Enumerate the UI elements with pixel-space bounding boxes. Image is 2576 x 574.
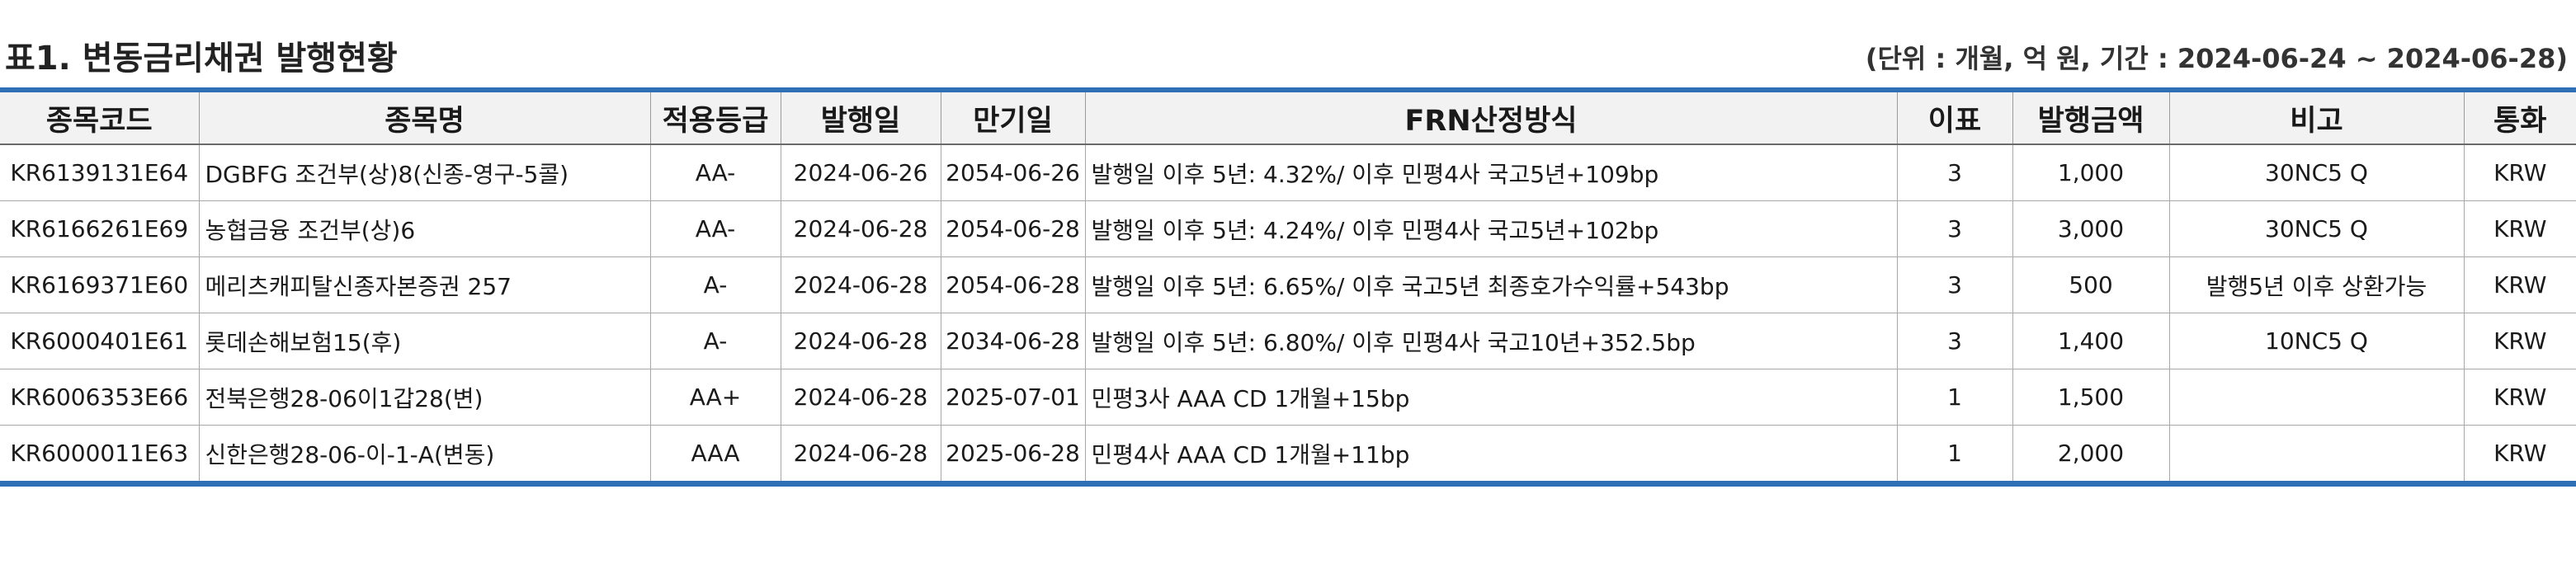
cell-currency: KRW — [2463, 425, 2576, 484]
table-row: KR6000401E61 롯데손해보험15(후) A- 2024-06-28 2… — [0, 313, 2576, 369]
cell-amount: 500 — [2012, 256, 2170, 313]
cell-frn-method: 민평4사 AAA CD 1개월+11bp — [1084, 425, 1898, 484]
column-header-frn-method: FRN산정방식 — [1084, 90, 1898, 145]
frn-issuance-table: 종목코드 종목명 적용등급 발행일 만기일 FRN산정방식 이표 발행금액 비고… — [0, 87, 2576, 487]
cell-name: 농협금융 조건부(상)6 — [198, 200, 651, 257]
cell-issue-date: 2024-06-28 — [780, 313, 941, 369]
cell-amount: 2,000 — [2012, 425, 2170, 484]
table-title: 표1. 변동금리채권 발행현황 — [5, 40, 398, 78]
cell-remarks — [2168, 369, 2465, 426]
cell-amount: 3,000 — [2012, 200, 2170, 257]
cell-name: 메리츠캐피탈신종자본증권 257 — [198, 256, 651, 313]
column-header-amount: 발행금액 — [2012, 90, 2170, 145]
cell-coupon: 1 — [1896, 369, 2013, 426]
cell-name: 전북은행28-06이1갑28(변) — [198, 369, 651, 426]
cell-issue-date: 2024-06-26 — [780, 144, 941, 201]
cell-rating: AAA — [649, 425, 781, 484]
cell-code: KR6000401E61 — [0, 313, 200, 369]
cell-code: KR6166261E69 — [0, 200, 200, 257]
header-row: 종목코드 종목명 적용등급 발행일 만기일 FRN산정방식 이표 발행금액 비고… — [0, 90, 2576, 145]
table-row: KR6139131E64 DGBFG 조건부(상)8(신종-영구-5콜) AA-… — [0, 144, 2576, 201]
cell-coupon: 3 — [1896, 144, 2013, 201]
column-header-code: 종목코드 — [0, 90, 200, 145]
cell-maturity-date: 2054-06-26 — [940, 144, 1086, 201]
cell-remarks: 10NC5 Q — [2168, 313, 2465, 369]
cell-amount: 1,000 — [2012, 144, 2170, 201]
cell-maturity-date: 2054-06-28 — [940, 256, 1086, 313]
cell-currency: KRW — [2463, 256, 2576, 313]
cell-rating: AA- — [649, 200, 781, 257]
cell-coupon: 1 — [1896, 425, 2013, 484]
table-row: KR6006353E66 전북은행28-06이1갑28(변) AA+ 2024-… — [0, 369, 2576, 426]
cell-frn-method: 발행일 이후 5년: 4.32%/ 이후 민평4사 국고5년+109bp — [1084, 144, 1898, 201]
table-row: KR6000011E63 신한은행28-06-이-1-A(변동) AAA 202… — [0, 425, 2576, 484]
cell-name: 신한은행28-06-이-1-A(변동) — [198, 425, 651, 484]
cell-code: KR6139131E64 — [0, 144, 200, 201]
cell-issue-date: 2024-06-28 — [780, 200, 941, 257]
cell-maturity-date: 2025-06-28 — [940, 425, 1086, 484]
table-row: KR6169371E60 메리츠캐피탈신종자본증권 257 A- 2024-06… — [0, 256, 2576, 313]
cell-issue-date: 2024-06-28 — [780, 369, 941, 426]
table-row: KR6166261E69 농협금융 조건부(상)6 AA- 2024-06-28… — [0, 200, 2576, 257]
cell-amount: 1,500 — [2012, 369, 2170, 426]
cell-coupon: 3 — [1896, 256, 2013, 313]
cell-amount: 1,400 — [2012, 313, 2170, 369]
cell-coupon: 3 — [1896, 200, 2013, 257]
cell-currency: KRW — [2463, 369, 2576, 426]
column-header-coupon: 이표 — [1896, 90, 2013, 145]
cell-code: KR6006353E66 — [0, 369, 200, 426]
cell-rating: AA+ — [649, 369, 781, 426]
cell-name: DGBFG 조건부(상)8(신종-영구-5콜) — [198, 144, 651, 201]
column-header-rating: 적용등급 — [649, 90, 781, 145]
column-header-remarks: 비고 — [2168, 90, 2465, 145]
cell-currency: KRW — [2463, 200, 2576, 257]
cell-issue-date: 2024-06-28 — [780, 256, 941, 313]
unit-note: (단위 : 개월, 억 원, 기간 : 2024-06-24 ~ 2024-06… — [1865, 43, 2568, 74]
table-container: 종목코드 종목명 적용등급 발행일 만기일 FRN산정방식 이표 발행금액 비고… — [0, 87, 2576, 487]
cell-frn-method: 발행일 이후 5년: 6.80%/ 이후 민평4사 국고10년+352.5bp — [1084, 313, 1898, 369]
column-header-currency: 통화 — [2463, 90, 2576, 145]
cell-maturity-date: 2034-06-28 — [940, 313, 1086, 369]
cell-frn-method: 발행일 이후 5년: 6.65%/ 이후 국고5년 최종호가수익률+543bp — [1084, 256, 1898, 313]
cell-rating: AA- — [649, 144, 781, 201]
column-header-maturity-date: 만기일 — [940, 90, 1086, 145]
cell-remarks — [2168, 425, 2465, 484]
column-header-name: 종목명 — [198, 90, 651, 145]
cell-frn-method: 발행일 이후 5년: 4.24%/ 이후 민평4사 국고5년+102bp — [1084, 200, 1898, 257]
cell-remarks: 30NC5 Q — [2168, 144, 2465, 201]
cell-coupon: 3 — [1896, 313, 2013, 369]
cell-issue-date: 2024-06-28 — [780, 425, 941, 484]
cell-maturity-date: 2054-06-28 — [940, 200, 1086, 257]
cell-maturity-date: 2025-07-01 — [940, 369, 1086, 426]
column-header-issue-date: 발행일 — [780, 90, 941, 145]
cell-rating: A- — [649, 256, 781, 313]
cell-name: 롯데손해보험15(후) — [198, 313, 651, 369]
cell-frn-method: 민평3사 AAA CD 1개월+15bp — [1084, 369, 1898, 426]
cell-currency: KRW — [2463, 144, 2576, 201]
cell-code: KR6000011E63 — [0, 425, 200, 484]
cell-remarks: 30NC5 Q — [2168, 200, 2465, 257]
title-row: 표1. 변동금리채권 발행현황 (단위 : 개월, 억 원, 기간 : 2024… — [0, 30, 2576, 82]
cell-remarks: 발행5년 이후 상환가능 — [2168, 256, 2465, 313]
cell-currency: KRW — [2463, 313, 2576, 369]
cell-rating: A- — [649, 313, 781, 369]
cell-code: KR6169371E60 — [0, 256, 200, 313]
